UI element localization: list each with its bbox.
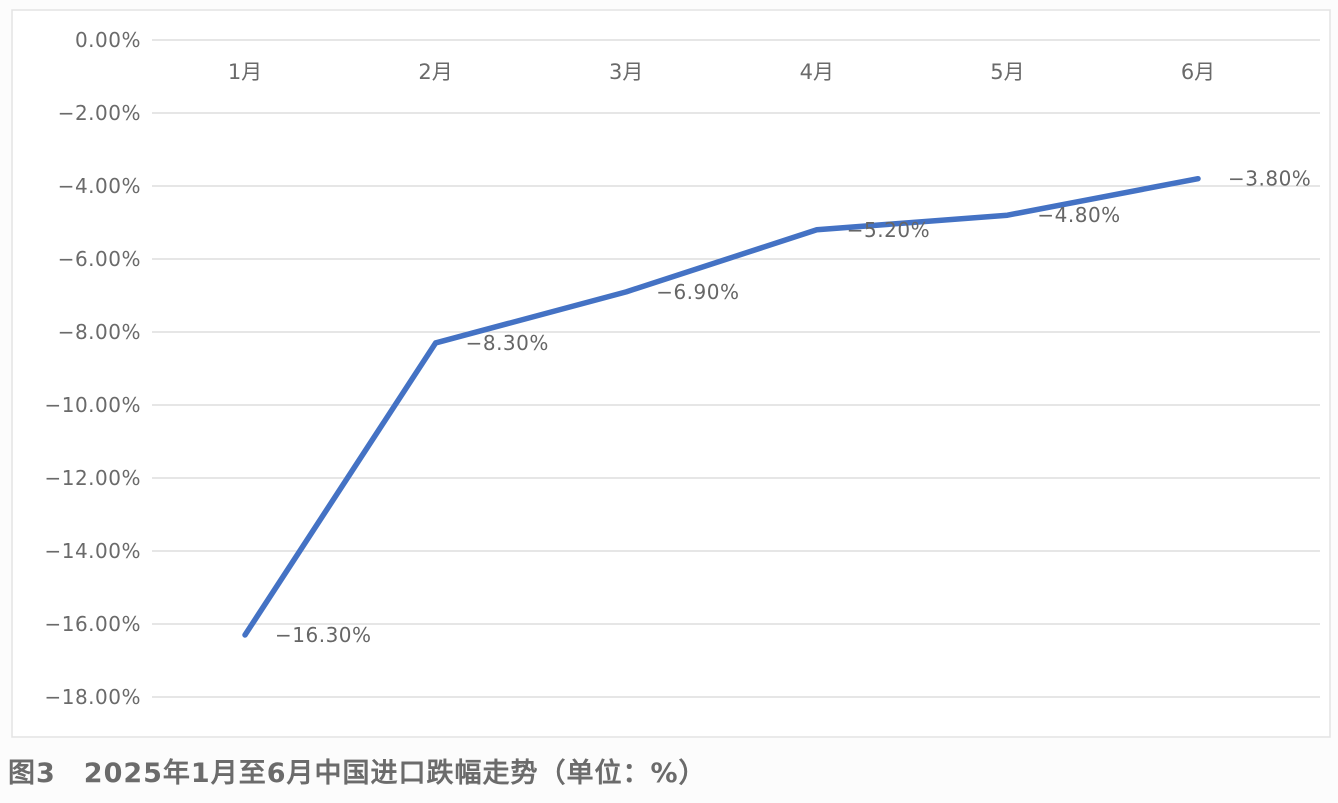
x-tick-label: 3月 (609, 60, 643, 84)
y-tick-label: −12.00% (44, 466, 141, 490)
y-tick-label: −8.00% (58, 320, 141, 344)
y-tick-label: −18.00% (44, 685, 141, 709)
data-label: −4.80% (1037, 203, 1120, 227)
data-label: −8.30% (466, 331, 549, 355)
y-tick-label: −4.00% (58, 174, 141, 198)
data-label: −5.20% (847, 218, 930, 242)
line-series (242, 175, 1201, 638)
data-label: −16.30% (275, 623, 372, 647)
data-label: −6.90% (656, 280, 739, 304)
x-tick-label: 4月 (800, 60, 834, 84)
import-decline-line-chart: 0.00% −2.00% −4.00% −6.00% −8.00% −10.00% −12.… (11, 9, 1331, 738)
x-tick-label: 6月 (1181, 60, 1215, 84)
figure-caption: 图3 2025年1月至6月中国进口跌幅走势（单位：%） (8, 758, 707, 789)
y-tick-label: −6.00% (58, 247, 141, 271)
chart-frame (11, 9, 1331, 738)
x-tick-label: 1月 (228, 60, 262, 84)
y-tick-label: −10.00% (44, 393, 141, 417)
data-label: −3.80% (1228, 167, 1311, 191)
x-tick-label: 2月 (418, 60, 452, 84)
y-tick-label: −2.00% (58, 101, 141, 125)
y-tick-label: −16.00% (44, 612, 141, 636)
y-tick-label: −14.00% (44, 539, 141, 563)
y-tick-label: 0.00% (75, 28, 141, 52)
x-tick-label: 5月 (990, 60, 1024, 84)
